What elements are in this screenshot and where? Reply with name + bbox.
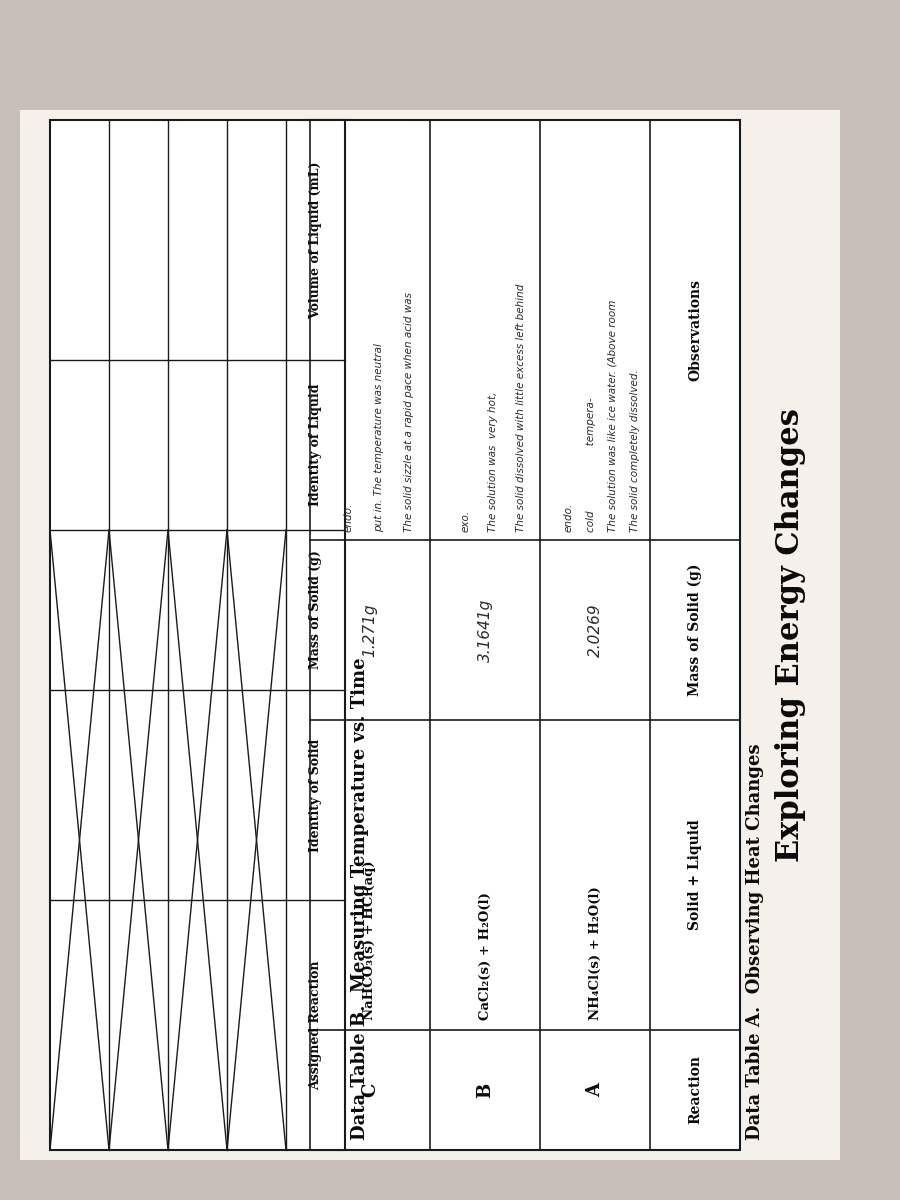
Text: The solid dissolved with little excess left behind: The solid dissolved with little excess l… bbox=[516, 283, 526, 532]
Text: Volume of Liquid (mL): Volume of Liquid (mL) bbox=[309, 161, 322, 319]
Text: NH₄Cl(s) + H₂O(l): NH₄Cl(s) + H₂O(l) bbox=[589, 887, 601, 1020]
Text: put in. The temperature was neutral: put in. The temperature was neutral bbox=[374, 343, 384, 532]
Polygon shape bbox=[310, 120, 740, 1150]
Text: B: B bbox=[476, 1082, 494, 1098]
Text: Data Table A.  Observing Heat Changes: Data Table A. Observing Heat Changes bbox=[746, 743, 764, 1140]
Text: CaCl₂(s) + H₂O(l): CaCl₂(s) + H₂O(l) bbox=[479, 892, 491, 1020]
Text: A: A bbox=[586, 1082, 604, 1097]
Text: Assigned Reaction: Assigned Reaction bbox=[309, 960, 322, 1090]
Text: Mass of Solid (g): Mass of Solid (g) bbox=[688, 564, 702, 696]
Text: Reaction: Reaction bbox=[688, 1056, 702, 1124]
Text: Solid + Liquid: Solid + Liquid bbox=[688, 820, 702, 930]
Text: The solution was like ice water. (Above room: The solution was like ice water. (Above … bbox=[608, 300, 617, 532]
Text: 1.271g: 1.271g bbox=[363, 604, 377, 656]
Text: endo.: endo. bbox=[563, 503, 573, 532]
Text: cold                    tempera-: cold tempera- bbox=[586, 397, 596, 532]
Text: C: C bbox=[361, 1082, 379, 1097]
Polygon shape bbox=[50, 120, 345, 1150]
Polygon shape bbox=[20, 110, 840, 1160]
Text: Observations: Observations bbox=[688, 278, 702, 382]
Text: Identity of Liquid: Identity of Liquid bbox=[309, 384, 322, 506]
Text: Exploring Energy Changes: Exploring Energy Changes bbox=[775, 408, 806, 862]
Text: endo.: endo. bbox=[344, 503, 354, 532]
Text: The solid completely dissolved.: The solid completely dissolved. bbox=[630, 370, 640, 532]
Text: 2.0269: 2.0269 bbox=[588, 604, 602, 656]
Text: Data Table B.  Measuring Temperature vs. Time: Data Table B. Measuring Temperature vs. … bbox=[351, 658, 369, 1140]
Text: NaHCO₃(s) + HCl(aq): NaHCO₃(s) + HCl(aq) bbox=[364, 860, 376, 1020]
Text: exo.: exo. bbox=[461, 510, 471, 532]
Text: The solution was  very hot,: The solution was very hot, bbox=[488, 391, 499, 532]
Text: Identity of Solid: Identity of Solid bbox=[309, 738, 322, 852]
Text: The solid sizzle at a rapid pace when acid was: The solid sizzle at a rapid pace when ac… bbox=[404, 292, 414, 532]
Text: Mass of Solid (g): Mass of Solid (g) bbox=[309, 551, 322, 670]
Text: 3.1641g: 3.1641g bbox=[478, 599, 492, 661]
